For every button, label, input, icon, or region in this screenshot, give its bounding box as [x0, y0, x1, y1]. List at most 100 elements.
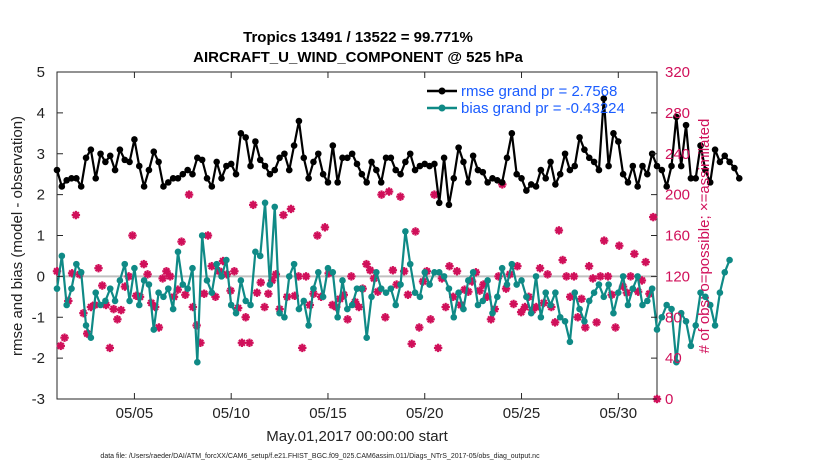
- rmse-point: [305, 174, 312, 182]
- bias-point: [663, 301, 670, 309]
- obs-count-marker: [592, 318, 601, 327]
- rmse-point: [716, 158, 724, 166]
- bias-point: [639, 301, 646, 309]
- rmse-point: [324, 179, 332, 186]
- bias-point: [673, 358, 680, 366]
- bias-point: [77, 268, 85, 276]
- bias-point: [508, 260, 516, 268]
- bias-point: [585, 297, 593, 305]
- obs-count-marker: [384, 187, 394, 196]
- y-tick-label: 0: [37, 268, 45, 285]
- bias-series: [53, 199, 733, 366]
- rmse-point: [619, 170, 627, 178]
- bias-point: [687, 342, 695, 350]
- rmse-point: [198, 156, 206, 164]
- bias-point: [435, 268, 443, 276]
- bias-point: [484, 277, 491, 284]
- y-right-tick-label: 0: [665, 391, 673, 408]
- bias-point: [126, 297, 133, 305]
- y-axis-label: rmse and bias (model - observation): [9, 116, 26, 356]
- obs-count-marker: [56, 341, 65, 351]
- obs-count-marker: [177, 237, 186, 246]
- bias-point: [711, 322, 719, 329]
- bias-point: [203, 277, 211, 284]
- rmse-point: [585, 154, 593, 162]
- rmse-point: [97, 150, 104, 158]
- obs-count-marker: [520, 302, 530, 312]
- bias-point: [421, 268, 429, 276]
- bias-point: [324, 264, 332, 272]
- obs-count-marker: [301, 272, 311, 281]
- rmse-point: [537, 166, 545, 174]
- rmse-point: [508, 130, 516, 137]
- rmse-point: [150, 148, 158, 156]
- bias-point: [319, 293, 327, 301]
- rmse-point: [247, 162, 254, 170]
- rmse-point: [673, 113, 680, 121]
- rmse-point: [276, 154, 283, 162]
- bias-point: [523, 293, 530, 301]
- bias-point: [237, 277, 245, 284]
- bias-point: [619, 273, 627, 280]
- bias-point: [305, 322, 312, 329]
- y-right-tick-label: 80: [665, 309, 682, 326]
- bias-point: [247, 301, 254, 309]
- y-right-tick-label: 40: [665, 350, 682, 367]
- bias-point: [155, 289, 162, 297]
- obs-count-marker: [286, 204, 296, 214]
- obs-count-marker: [143, 270, 152, 279]
- obs-count-marker: [584, 261, 594, 271]
- x-tick-label: 05/30: [600, 405, 638, 422]
- obs-count-marker: [79, 308, 88, 318]
- obs-count-marker: [105, 343, 115, 353]
- obs-count-marker: [94, 264, 103, 273]
- bias-point: [353, 285, 361, 292]
- obs-count-marker: [599, 236, 609, 245]
- rmse-point: [131, 136, 138, 143]
- y-tick-label: 3: [37, 146, 45, 163]
- bias-point: [68, 285, 75, 292]
- rmse-point: [285, 166, 293, 174]
- obs-count-marker: [52, 267, 62, 276]
- bias-point: [397, 281, 404, 288]
- rmse-point: [653, 162, 661, 170]
- rmse-point: [547, 158, 554, 166]
- rmse-point: [135, 162, 143, 170]
- bias-point: [726, 256, 733, 264]
- obs-count-marker: [581, 323, 590, 332]
- obs-count-marker: [60, 333, 69, 342]
- bias-point: [411, 289, 419, 297]
- obs-count-marker: [532, 302, 541, 312]
- rmse-point: [68, 174, 75, 182]
- rmse-point: [155, 158, 162, 166]
- bias-point: [135, 301, 143, 309]
- rmse-point: [605, 162, 612, 170]
- obs-count-marker: [449, 292, 458, 302]
- rmse-point: [87, 146, 95, 153]
- rmse-point: [566, 166, 574, 174]
- bias-point: [377, 285, 385, 292]
- bias-point: [460, 305, 467, 313]
- obs-count-marker: [426, 315, 435, 324]
- bias-point: [455, 289, 462, 297]
- bias-point: [416, 293, 424, 301]
- obs-count-marker: [320, 223, 330, 232]
- rmse-point: [295, 117, 303, 125]
- bias-point: [634, 273, 641, 280]
- legend-rmse-label: rmse grand pr = 2.7568: [461, 83, 617, 100]
- rmse-point: [53, 166, 61, 174]
- rmse-point: [731, 164, 738, 172]
- obs-count-marker: [596, 272, 605, 281]
- obs-count-marker: [347, 272, 356, 281]
- obs-count-marker: [230, 267, 239, 276]
- obs-count-marker: [362, 259, 371, 269]
- bias-point: [73, 260, 80, 268]
- y-right-tick-label: 200: [665, 187, 690, 204]
- obs-count-marker: [260, 302, 269, 312]
- bias-point: [92, 289, 100, 297]
- obs-count-marker: [415, 323, 424, 332]
- bias-point: [624, 301, 632, 309]
- rmse-point: [164, 179, 172, 186]
- rmse-point: [397, 170, 404, 178]
- rmse-point: [271, 166, 279, 174]
